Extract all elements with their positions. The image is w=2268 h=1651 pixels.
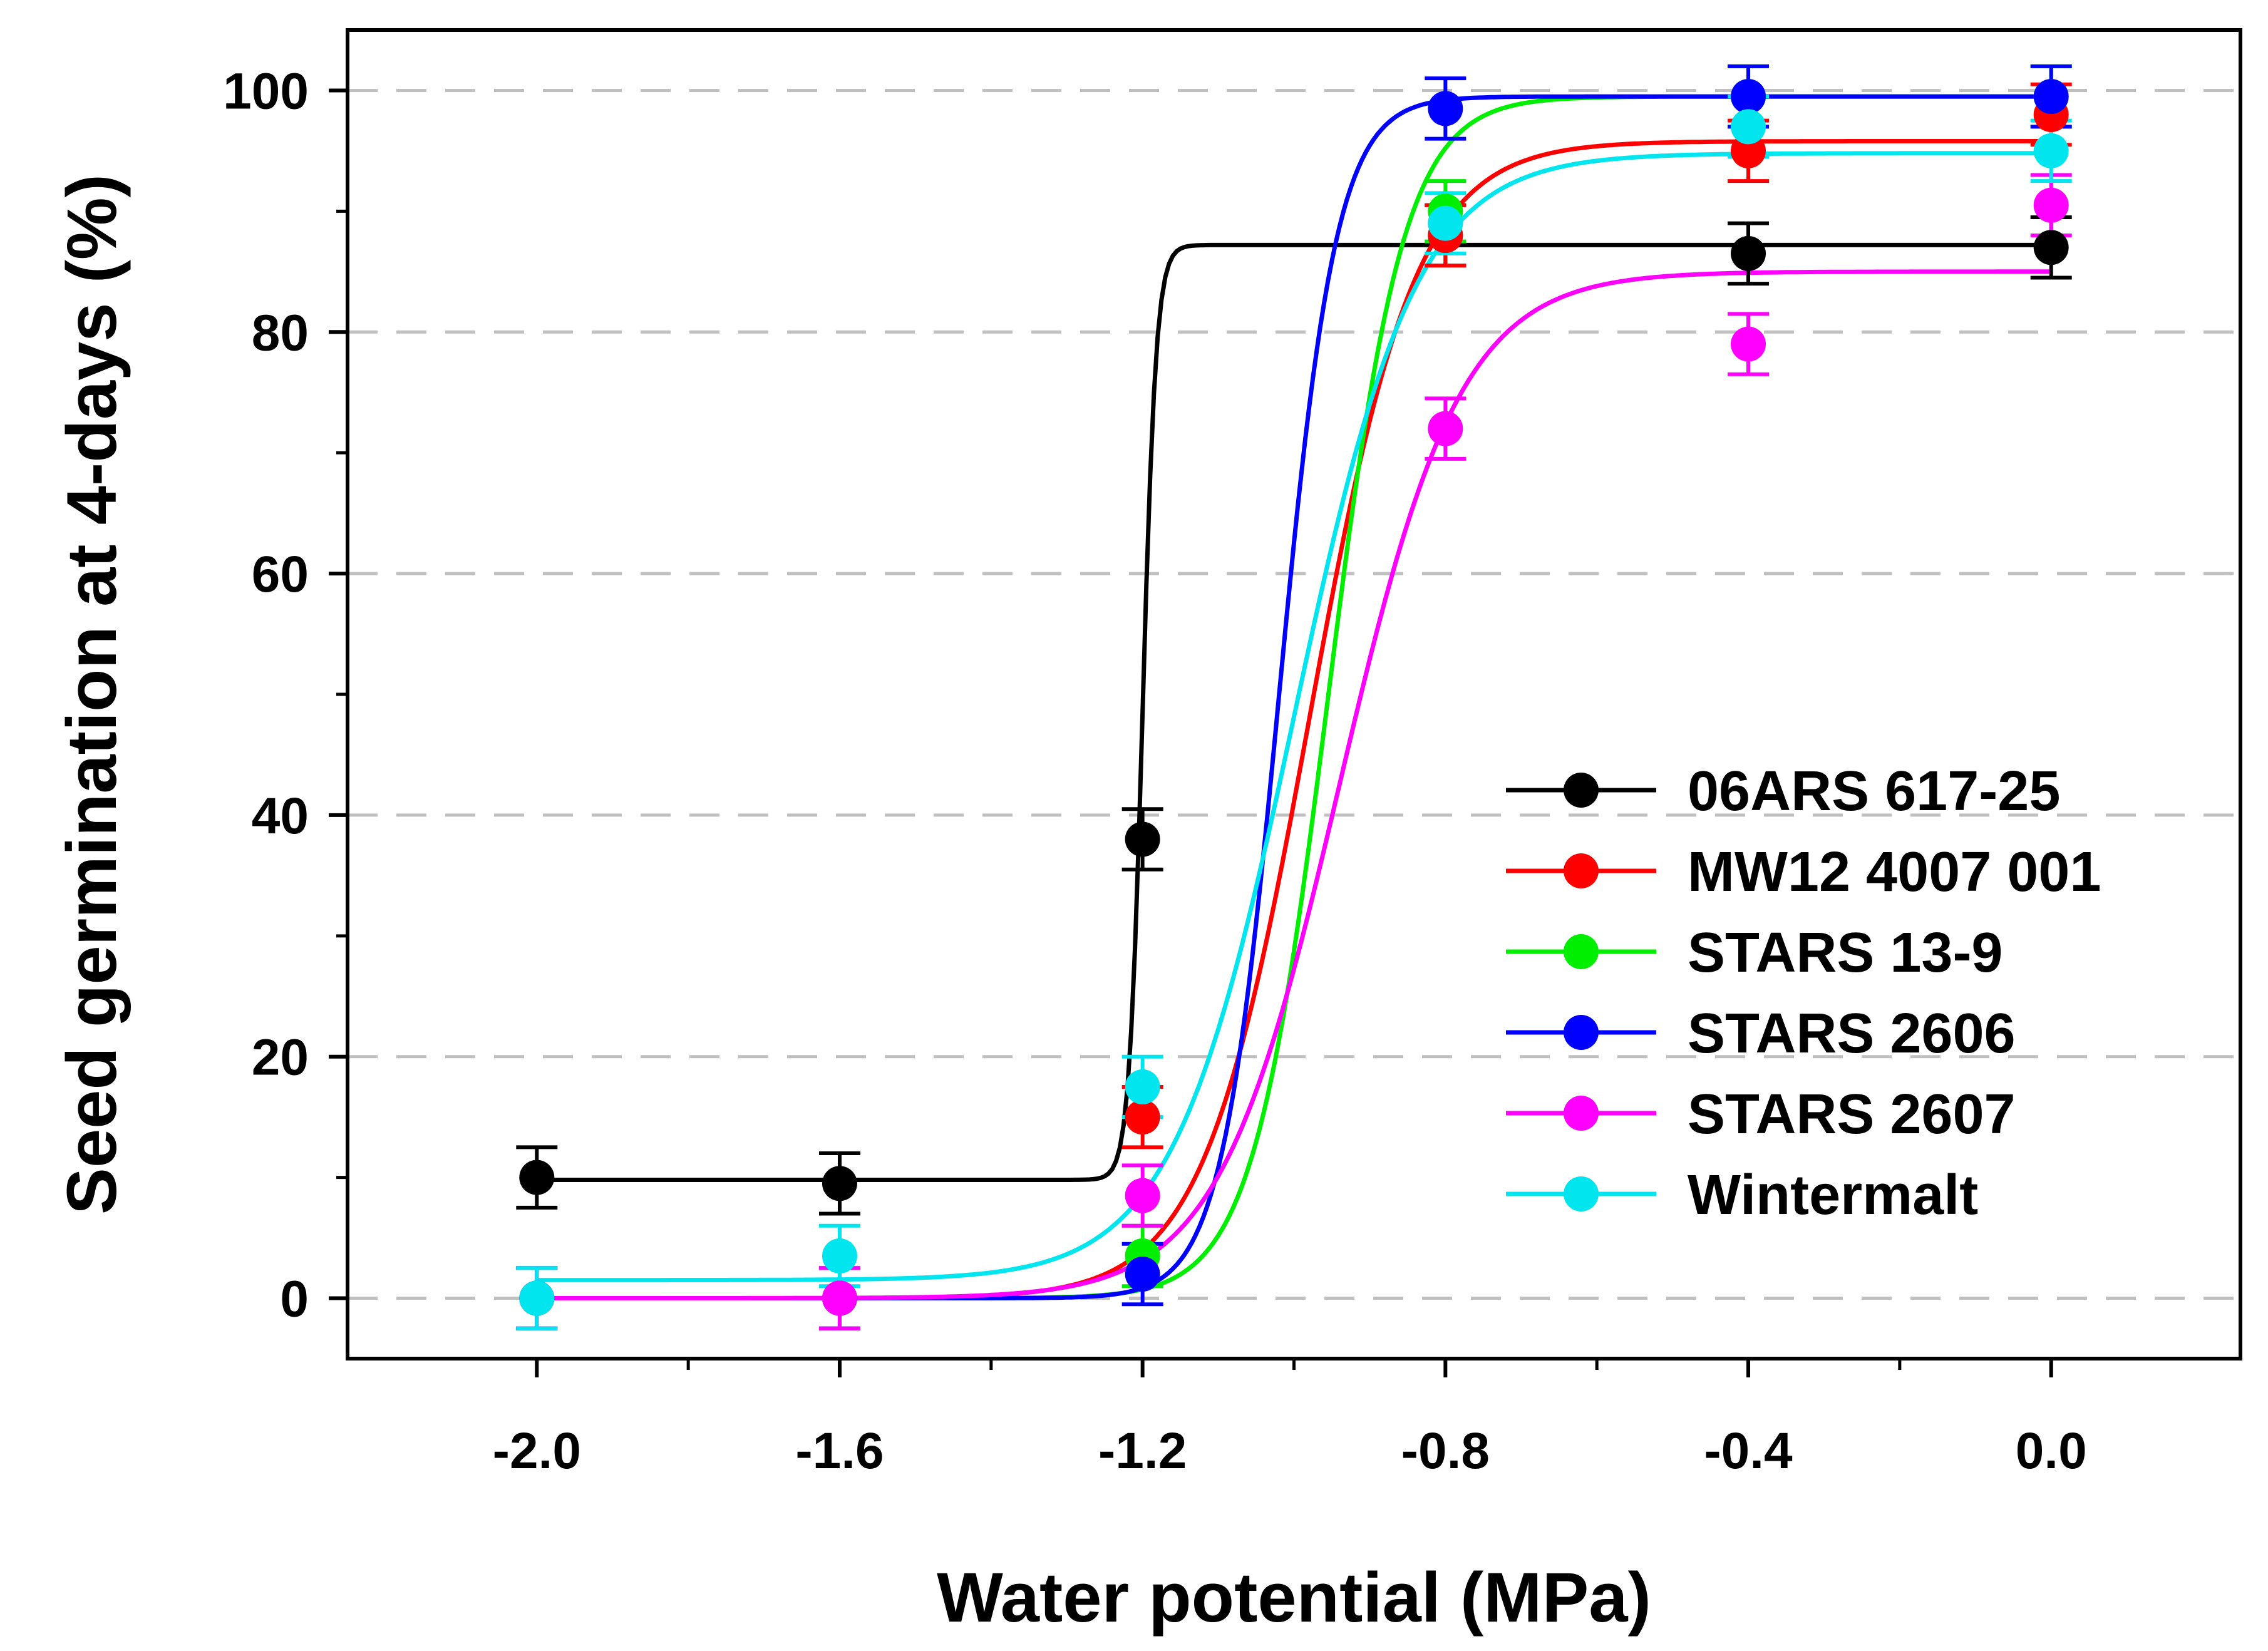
data-point-stars-2606: [1428, 91, 1463, 126]
x-tick-label: -2.0: [493, 1422, 581, 1479]
legend-label: STARS 2607: [1688, 1083, 2016, 1146]
legend-marker: [1564, 1096, 1599, 1131]
y-tick-label: 40: [252, 788, 309, 845]
data-point-wintermalt: [1428, 205, 1463, 241]
data-point-06ars-617-25: [519, 1160, 555, 1195]
legend-label: 06ARS 617-25: [1688, 760, 2060, 823]
legend-item-stars-2606: STARS 2606: [1506, 1002, 2016, 1065]
x-tick-label: 0.0: [2016, 1422, 2087, 1479]
legend-label: STARS 13-9: [1688, 922, 2003, 984]
y-axis-title: Seed germination at 4-days (%): [53, 174, 131, 1215]
fit-curves: [537, 94, 2051, 1300]
plot-frame: [346, 28, 2242, 1360]
y-tick-label: 100: [223, 63, 309, 120]
data-point-06ars-617-25: [2033, 230, 2069, 265]
data-points: [519, 79, 2069, 1316]
data-point-wintermalt: [1731, 109, 1766, 145]
legend-marker: [1564, 1176, 1599, 1211]
data-point-stars-2607: [822, 1280, 857, 1316]
data-point-06ars-617-25: [822, 1166, 857, 1201]
data-point-stars-2607: [1125, 1178, 1160, 1213]
legend-marker: [1564, 773, 1599, 808]
data-point-06ars-617-25: [1731, 235, 1766, 271]
y-tick-label: 0: [280, 1271, 309, 1328]
tick-labels: -2.0 -1.6 -1.2 -0.8 -0.4 0.0 0 20 40 60 80 100: [223, 63, 2087, 1479]
legend-item-wintermalt: Wintermalt: [1506, 1164, 1978, 1227]
legend-item-06ars-617-25: 06ARS 617-25: [1506, 760, 2060, 823]
fit-curve-wintermalt: [537, 151, 2051, 1283]
data-point-mw12-4007-001: [1125, 1099, 1160, 1135]
legend-item-mw12-4007-001: MW12 4007 001: [1506, 841, 2101, 903]
data-point-stars-2607: [1731, 326, 1766, 362]
data-point-wintermalt: [822, 1238, 857, 1274]
data-point-stars-2607: [2033, 187, 2069, 223]
legend-label: MW12 4007 001: [1688, 841, 2101, 903]
legend-item-stars-13-9: STARS 13-9: [1506, 922, 2003, 984]
legend-marker: [1564, 853, 1599, 888]
grid-lines: [348, 88, 2240, 1300]
legend: 06ARS 617-25 MW12 4007 001 STARS 13-9 STARS…: [1506, 760, 2101, 1227]
data-point-mw12-4007-001: [1731, 133, 1766, 168]
data-point-wintermalt: [2033, 133, 2069, 168]
x-tick-label: -0.8: [1401, 1422, 1490, 1479]
legend-item-stars-2607: STARS 2607: [1506, 1083, 2016, 1146]
legend-label: Wintermalt: [1688, 1164, 1978, 1227]
y-tick-label: 60: [252, 546, 309, 603]
fit-curve-06ars-617-25: [537, 242, 2051, 1182]
y-tick-label: 20: [252, 1029, 309, 1086]
fit-curve-stars-2607: [537, 269, 2051, 1300]
legend-marker: [1564, 934, 1599, 969]
data-point-stars-2606: [1125, 1256, 1160, 1292]
data-point-stars-2607: [1428, 411, 1463, 446]
data-point-06ars-617-25: [1125, 821, 1160, 857]
x-axis-title: Water potential (MPa): [937, 1558, 1651, 1637]
y-tick-label: 80: [252, 304, 309, 361]
legend-label: STARS 2606: [1688, 1002, 2016, 1065]
data-point-wintermalt: [519, 1280, 555, 1316]
legend-marker: [1564, 1015, 1599, 1050]
x-tick-label: -1.6: [795, 1422, 884, 1479]
x-tick-label: -0.4: [1704, 1422, 1793, 1479]
data-point-stars-2606: [2033, 79, 2069, 115]
x-tick-label: -1.2: [1098, 1422, 1187, 1479]
axis-ticks: [329, 88, 2053, 1377]
data-point-stars-2606: [1731, 79, 1766, 115]
data-point-wintermalt: [1125, 1069, 1160, 1104]
